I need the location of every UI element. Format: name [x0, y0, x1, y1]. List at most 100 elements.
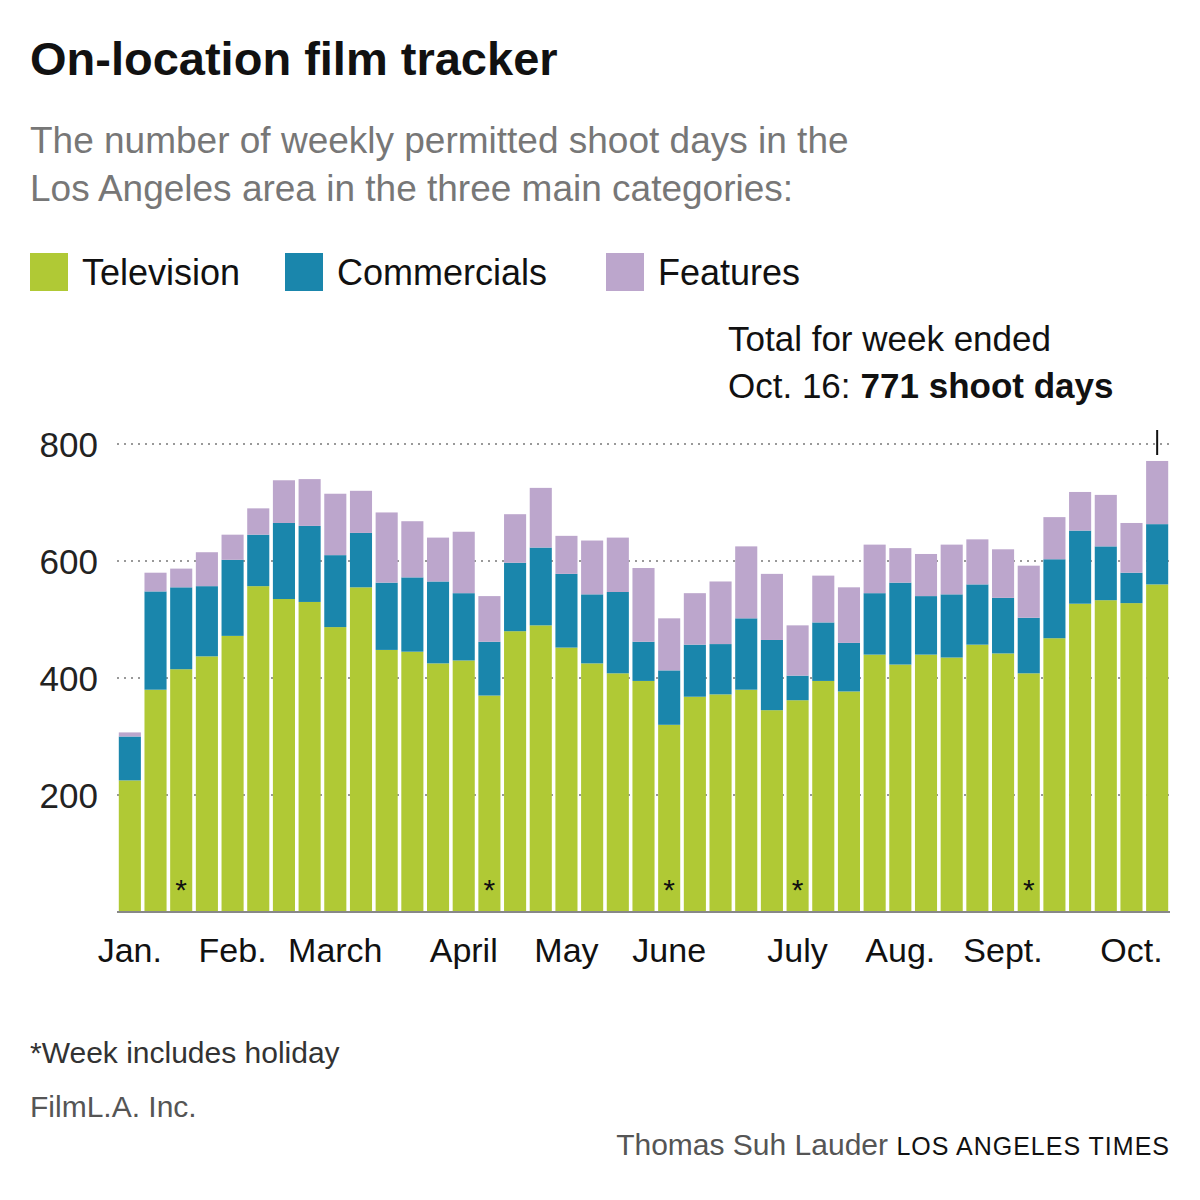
- legend-label: Features: [658, 252, 800, 293]
- x-tick-label: June: [632, 931, 706, 969]
- bar-segment: [453, 593, 475, 660]
- bar-segment: [966, 539, 988, 584]
- bar-segment: [992, 549, 1014, 598]
- holiday-mark: *: [175, 873, 187, 906]
- chart: On-location film trackerThe number of we…: [0, 0, 1200, 1200]
- bar-segment: [170, 587, 192, 669]
- bar-segment: [812, 681, 834, 912]
- holiday-mark: *: [663, 873, 675, 906]
- bar-segment: [607, 673, 629, 912]
- y-tick-label: 200: [40, 776, 98, 815]
- bar-segment: [196, 552, 218, 586]
- bar-segment: [735, 546, 757, 618]
- bar-segment: [889, 583, 911, 665]
- bar-segment: [478, 696, 500, 912]
- legend-swatch: [285, 253, 323, 291]
- annotation-pointer: [1156, 430, 1158, 455]
- x-tick-label: Jan.: [98, 931, 162, 969]
- x-tick-label: Sept.: [963, 931, 1042, 969]
- bar-segment: [376, 512, 398, 582]
- y-tick-label: 400: [40, 659, 98, 698]
- holiday-mark: *: [792, 873, 804, 906]
- bar-segment: [144, 690, 166, 912]
- bar-segment: [1146, 584, 1168, 912]
- bar-segment: [915, 554, 937, 596]
- bar-segment: [1018, 566, 1040, 618]
- bar-segment: [504, 563, 526, 631]
- bar-segment: [453, 532, 475, 593]
- bar-segment: [607, 592, 629, 673]
- bar-segment: [1120, 523, 1142, 573]
- bar-segment: [427, 663, 449, 912]
- source: FilmL.A. Inc.: [30, 1090, 197, 1123]
- bar-segment: [170, 569, 192, 588]
- bar-segment: [684, 645, 706, 697]
- bar-segment: [632, 642, 654, 681]
- bar-segment: [119, 732, 141, 736]
- bar-segment: [1018, 673, 1040, 912]
- bar-segment: [1043, 559, 1065, 638]
- bar-segment: [941, 545, 963, 595]
- bar-segment: [915, 655, 937, 912]
- annotation: Oct. 16:771 shoot days: [728, 366, 1113, 405]
- bar-segment: [1043, 638, 1065, 912]
- bar-segment: [889, 665, 911, 912]
- bar-segment: [478, 642, 500, 696]
- holiday-mark: *: [484, 873, 496, 906]
- bar-segment: [658, 670, 680, 724]
- bar-segment: [299, 526, 321, 602]
- legend-label: Television: [82, 252, 240, 293]
- bar-segment: [273, 599, 295, 912]
- y-tick-label: 800: [40, 425, 98, 464]
- bar-segment: [222, 535, 244, 560]
- footnote: *Week includes holiday: [30, 1036, 340, 1069]
- baseline: [117, 911, 1170, 913]
- bar-segment: [710, 644, 732, 694]
- bar-segment: [324, 555, 346, 627]
- bar-segment: [632, 681, 654, 912]
- credit: Thomas Suh Lauder: [616, 1128, 888, 1161]
- bar-segment: [144, 573, 166, 592]
- bar-segment: [555, 574, 577, 648]
- bar-segment: [427, 581, 449, 663]
- bar-segment: [1069, 604, 1091, 912]
- background: [0, 0, 1200, 1200]
- bar-segment: [196, 586, 218, 656]
- bar-segment: [966, 645, 988, 912]
- bar-segment: [787, 700, 809, 912]
- bar-segment: [581, 594, 603, 663]
- bar-segment: [1146, 461, 1168, 524]
- legend-swatch: [30, 253, 68, 291]
- x-tick-label: July: [767, 931, 827, 969]
- publisher: LOS ANGELES TIMES: [896, 1132, 1170, 1160]
- x-tick-label: April: [430, 931, 498, 969]
- bar-segment: [504, 514, 526, 563]
- bar-segment: [222, 560, 244, 636]
- bar-segment: [761, 710, 783, 912]
- subtitle: Los Angeles area in the three main categ…: [30, 168, 793, 209]
- bar-segment: [966, 584, 988, 644]
- grid-line: [117, 443, 1170, 445]
- bar-segment: [632, 568, 654, 642]
- bar-segment: [658, 618, 680, 670]
- bar-segment: [889, 548, 911, 583]
- bar-segment: [1069, 531, 1091, 604]
- bar-segment: [170, 669, 192, 912]
- bar-segment: [247, 508, 269, 534]
- bar-segment: [684, 593, 706, 644]
- bar-segment: [787, 625, 809, 675]
- bar-segment: [401, 521, 423, 577]
- bar-segment: [504, 631, 526, 912]
- bar-segment: [941, 594, 963, 657]
- bar-segment: [324, 494, 346, 555]
- bar-segment: [838, 643, 860, 692]
- bar-segment: [376, 583, 398, 650]
- x-tick-label: Feb.: [199, 931, 267, 969]
- x-tick-label: Aug.: [865, 931, 935, 969]
- bar-segment: [247, 586, 269, 912]
- title: On-location film tracker: [30, 32, 558, 85]
- bar-segment: [1095, 546, 1117, 600]
- bar-segment: [710, 581, 732, 644]
- bar-segment: [761, 640, 783, 710]
- annotation: Total for week ended: [728, 319, 1051, 358]
